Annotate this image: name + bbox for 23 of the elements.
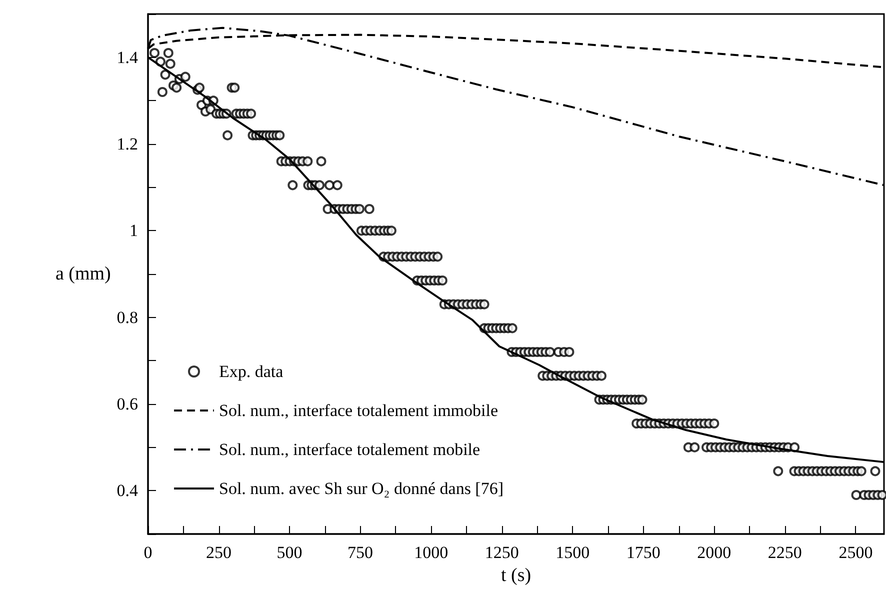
legend-label: Exp. data	[219, 362, 284, 381]
x-tick-label: 500	[276, 543, 302, 562]
y-tick-label: 1	[130, 221, 138, 240]
legend-label: Sol. num., interface totalement mobile	[219, 440, 480, 459]
x-tick-label: 1000	[414, 543, 448, 562]
x-tick-label: 0	[144, 543, 152, 562]
y-tick-label: 1.2	[116, 134, 138, 154]
x-tick-label: 2250	[768, 543, 802, 562]
legend-label: Sol. num., interface totalement immobile	[219, 401, 498, 420]
y-tick-label: 1.4	[116, 48, 138, 67]
x-tick-label: 250	[206, 543, 232, 562]
y-axis-title: a (mm)	[55, 264, 111, 284]
x-tick-label: 750	[348, 543, 374, 562]
x-tick-label: 2000	[697, 543, 732, 562]
x-axis-title: t (s)	[500, 564, 532, 586]
x-tick-label: 1750	[626, 543, 660, 562]
y-tick-label: 0.6	[116, 394, 138, 414]
y-tick-label: 0.8	[116, 308, 138, 327]
x-tick-label: 2500	[838, 543, 873, 562]
legend-label: Sol. num. avec Sh sur O₂ donné dans [76]	[219, 479, 504, 498]
x-tick-label: 1250	[484, 543, 519, 562]
y-tick-label: 0.4	[116, 481, 138, 500]
x-tick-label: 1500	[556, 543, 590, 562]
